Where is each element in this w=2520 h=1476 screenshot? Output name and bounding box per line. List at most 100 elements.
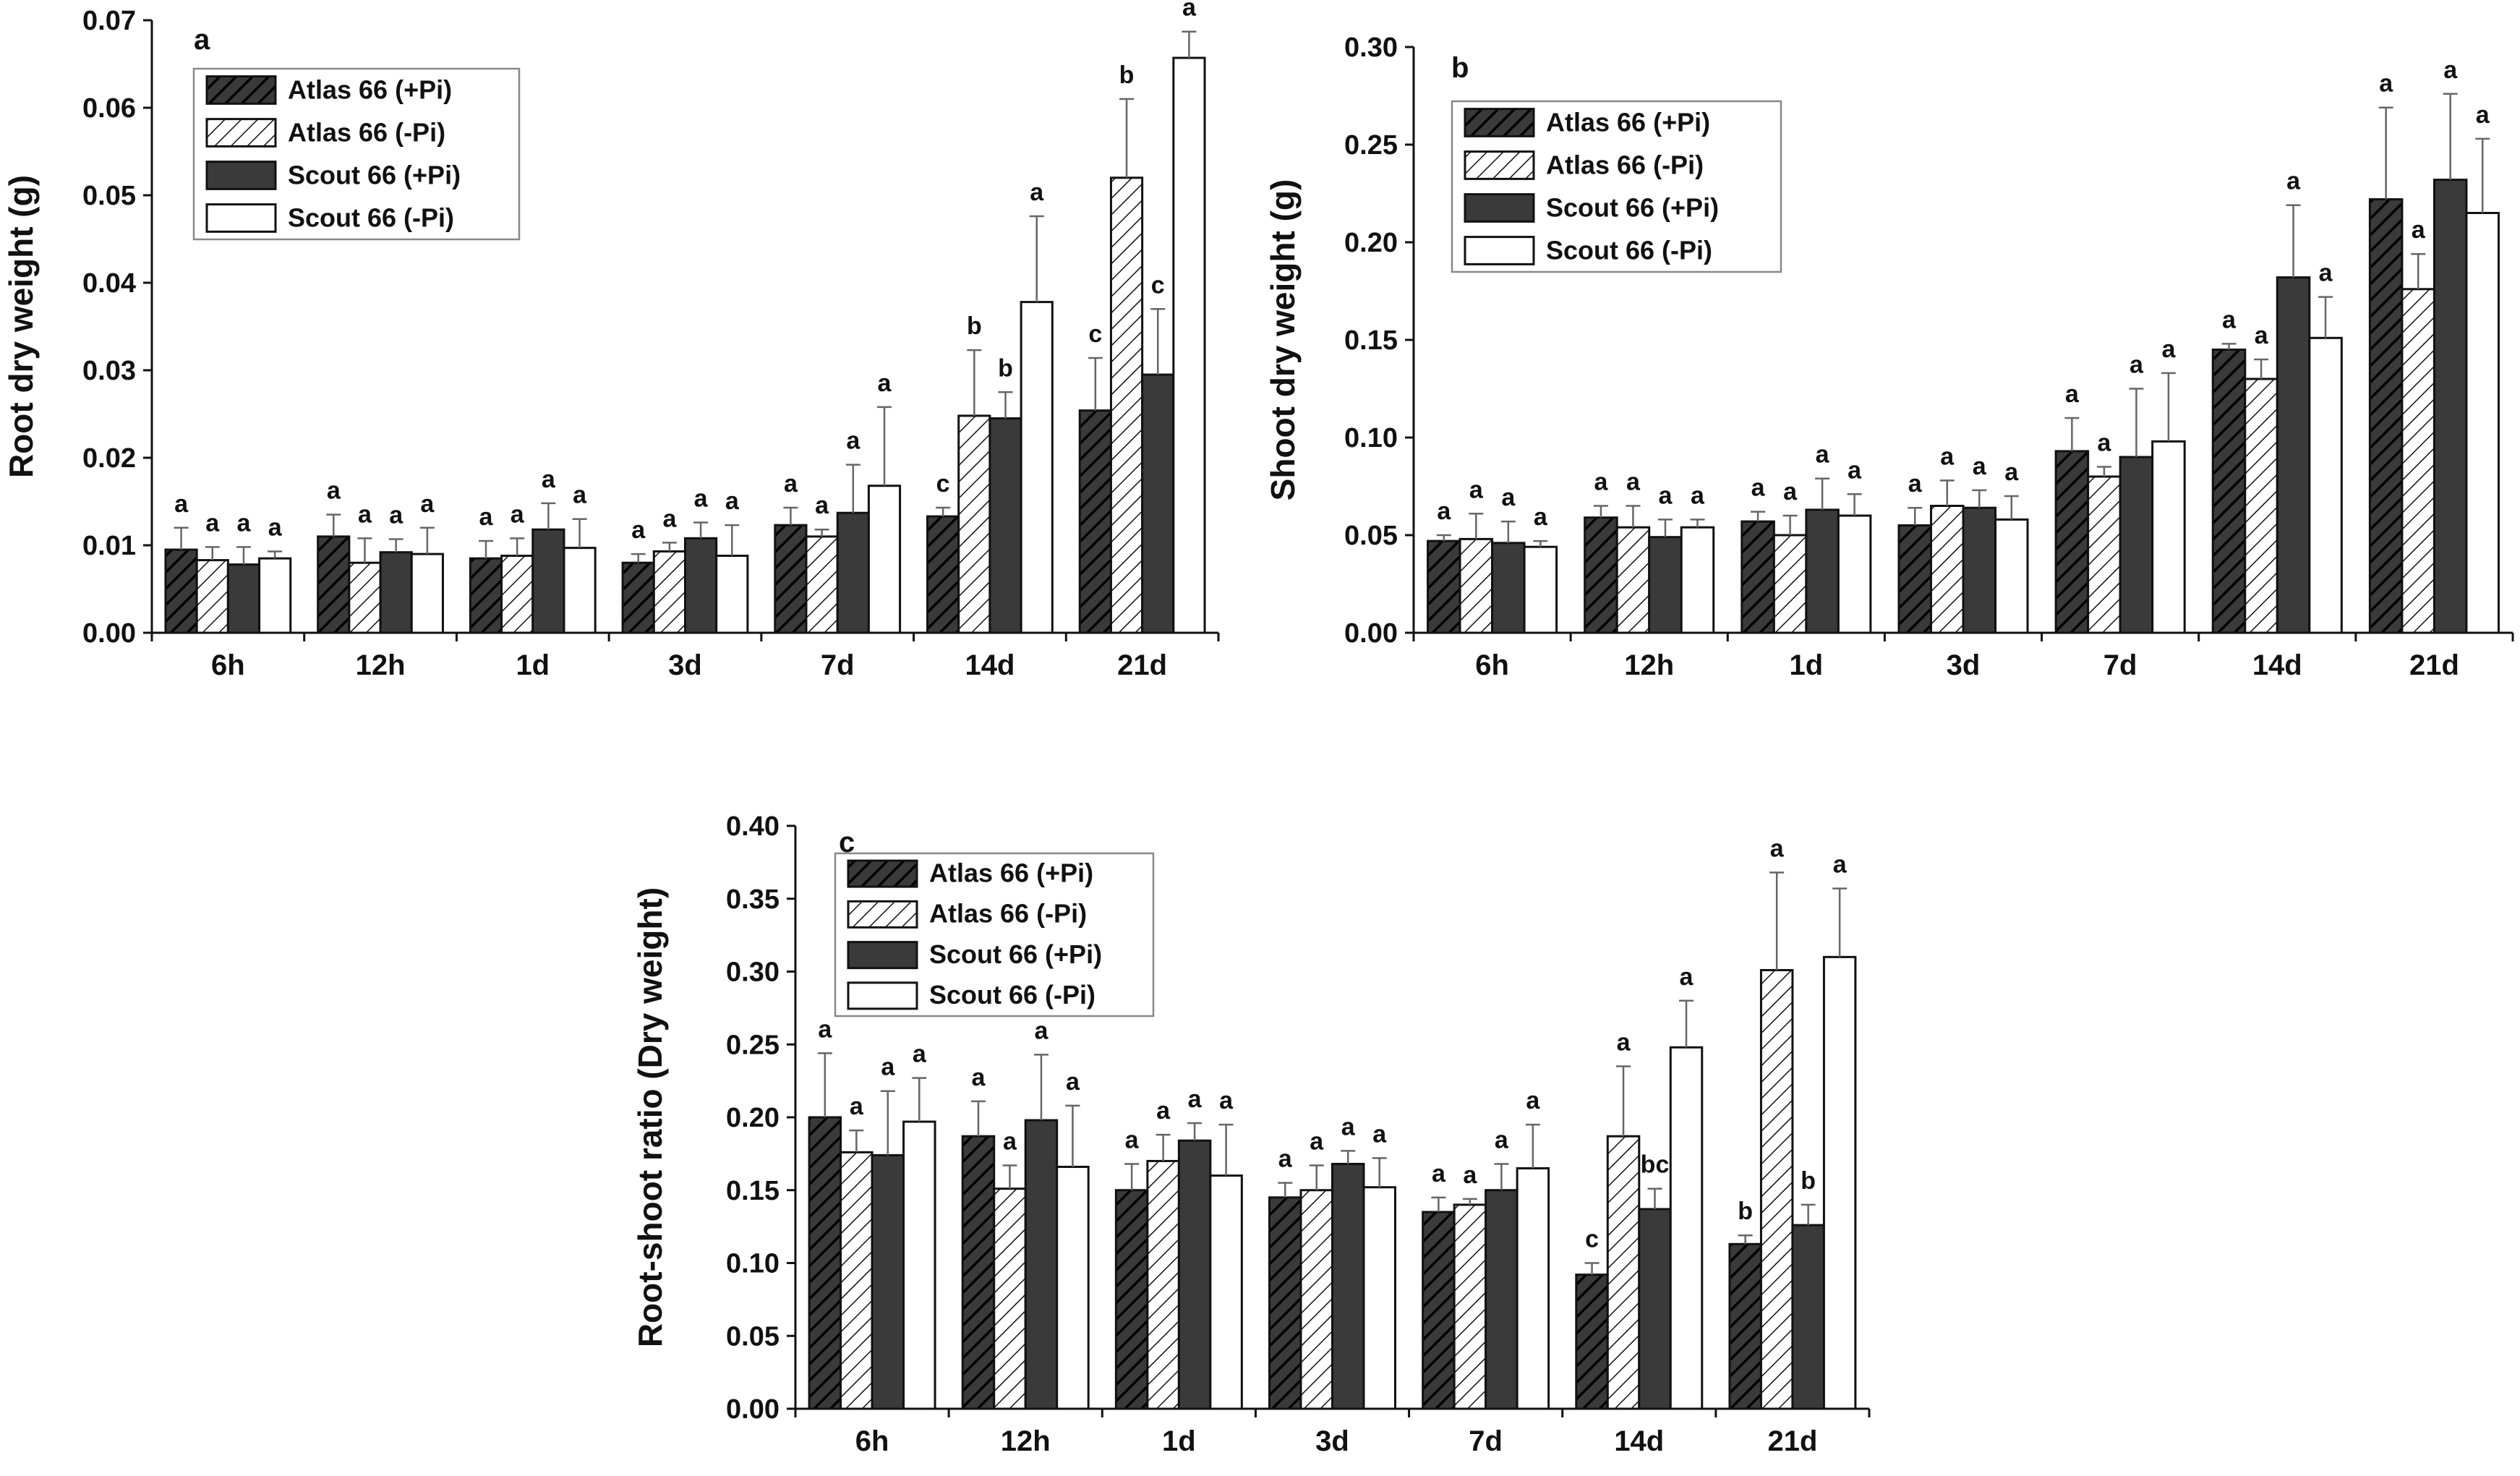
bar-scout-66-pi--3d xyxy=(715,555,749,634)
x-tick-label: 1d xyxy=(1790,649,1824,681)
bar-atlas-66-pi--3d xyxy=(621,561,655,634)
significance-letter: a xyxy=(1469,476,1484,503)
panel-label: b xyxy=(1451,52,1469,84)
y-tick-label: 0.25 xyxy=(1344,130,1398,161)
bar-scout-66-pi--6h xyxy=(226,563,261,634)
significance-letter: c xyxy=(936,470,950,498)
significance-letter: a xyxy=(236,509,251,537)
y-tick-label: 0.10 xyxy=(726,1249,780,1279)
y-tick-label: 0.00 xyxy=(726,1394,780,1425)
y-axis-label: Shoot dry weight (g) xyxy=(1264,179,1302,501)
significance-letter: a xyxy=(268,513,283,541)
bar-atlas-66-pi--12h xyxy=(961,1135,996,1410)
significance-letter: a xyxy=(2130,351,2144,379)
panel-a-root-dry-weight: 0.00 0.01 0.02 0.03 0.04 0.05 0.06 0.07 Root dry… xyxy=(0,0,1262,723)
x-tick-label: 21d xyxy=(2409,649,2459,681)
legend-entry: Scout 66 (+Pi) xyxy=(929,939,1102,969)
significance-letter: a xyxy=(694,485,709,513)
bar-scout-66-pi--14d xyxy=(1020,301,1054,634)
bar-atlas-66-pi--14d xyxy=(2244,377,2278,634)
significance-letter: a xyxy=(1030,179,1044,206)
significance-letter: a xyxy=(1626,469,1641,496)
significance-letter: a xyxy=(784,470,798,498)
x-tick-label: 3d xyxy=(1315,1425,1349,1457)
bar-scout-66-pi--14d xyxy=(2276,276,2311,634)
significance-letter: a xyxy=(1495,1126,1509,1153)
y-axis-label: Root-shoot ratio (Dry weight) xyxy=(631,887,669,1347)
bar-scout-66-pi--1d xyxy=(563,547,597,634)
bar-atlas-66-pi--21d xyxy=(2401,288,2435,634)
bar-atlas-66-pi--3d xyxy=(1268,1196,1302,1410)
significance-letter: a xyxy=(1908,470,1923,498)
y-tick-label: 0.30 xyxy=(1344,33,1398,63)
significance-letter: a xyxy=(1816,441,1830,469)
bar-scout-66-pi--6h xyxy=(871,1153,905,1410)
legend-swatch xyxy=(205,161,277,190)
y-tick-label: 0.03 xyxy=(82,356,136,386)
x-tick-label: 12h xyxy=(1001,1425,1051,1457)
y-tick-label: 0.35 xyxy=(726,884,780,915)
significance-letter: a xyxy=(1659,482,1673,509)
significance-letter: a xyxy=(2443,56,2458,84)
significance-letter: a xyxy=(1156,1097,1171,1125)
significance-letter: a xyxy=(1066,1068,1080,1096)
x-tick-label: 7d xyxy=(2103,649,2137,681)
y-tick-label: 0.30 xyxy=(726,957,780,988)
bar-atlas-66-pi--1d xyxy=(500,555,534,634)
significance-letter: a xyxy=(1341,1113,1356,1140)
significance-letter: a xyxy=(1848,456,1862,484)
significance-letter: a xyxy=(1278,1146,1293,1173)
y-tick-label: 0.07 xyxy=(82,6,136,36)
bar-atlas-66-pi--14d xyxy=(2211,349,2247,634)
bar-atlas-66-pi--21d xyxy=(1078,409,1112,634)
y-tick-label: 0.06 xyxy=(82,93,136,124)
y-tick-label: 0.02 xyxy=(82,443,136,474)
bar-scout-66-pi--12h xyxy=(379,551,413,634)
significance-letter: a xyxy=(358,500,372,528)
x-tick-label: 21d xyxy=(1767,1425,1817,1457)
significance-letter: bc xyxy=(1641,1151,1670,1179)
chart-root-shoot-ratio: 0.00 0.05 0.10 0.15 0.20 0.25 0.30 0.35 0.40 Root… xyxy=(631,811,1871,1457)
bar-scout-66-pi--12h xyxy=(1648,536,1683,634)
panel-c-root-shoot-ratio: 0.00 0.05 0.10 0.15 0.20 0.25 0.30 0.35 0.40 Root… xyxy=(622,781,1895,1472)
bar-atlas-66-pi--6h xyxy=(1427,539,1461,634)
significance-letter: a xyxy=(389,502,403,529)
bar-atlas-66-pi--3d xyxy=(1929,505,1965,634)
x-tick-label: 7d xyxy=(1469,1425,1503,1457)
legend-swatch xyxy=(1464,236,1535,265)
bar-scout-66-pi--21d xyxy=(2465,212,2500,634)
y-tick-label: 0.04 xyxy=(82,268,136,299)
bar-atlas-66-pi--12h xyxy=(993,1187,1027,1410)
panel-b-shoot-dry-weight: 0.00 0.05 0.10 0.15 0.20 0.25 0.30 Shoot dry we… xyxy=(1262,0,2520,723)
legend-entry: Scout 66 (+Pi) xyxy=(288,160,461,189)
legend-swatch xyxy=(847,900,918,929)
significance-letter: a xyxy=(878,370,892,397)
significance-letter: a xyxy=(511,500,525,528)
legend-entry: Scout 66 (-Pi) xyxy=(288,202,454,232)
significance-letter: a xyxy=(2065,380,2080,408)
bar-atlas-66-pi--7d xyxy=(2054,450,2090,634)
significance-letter: a xyxy=(1783,478,1798,505)
significance-letter: a xyxy=(818,1015,832,1043)
significance-letter: a xyxy=(1310,1127,1324,1155)
significance-letter: a xyxy=(2222,306,2237,333)
bar-scout-66-pi--14d xyxy=(1669,1046,1704,1410)
bar-scout-66-pi--12h xyxy=(410,553,444,634)
legend-swatch xyxy=(847,981,918,1010)
legend-entry: Atlas 66 (+Pi) xyxy=(288,74,452,104)
significance-letter: a xyxy=(2319,260,2333,287)
y-tick-label: 0.20 xyxy=(1344,228,1398,258)
y-tick-label: 0.40 xyxy=(726,811,780,842)
legend: Atlas 66 (+Pi) Atlas 66 (-Pi) Scout 66 (+P… xyxy=(834,852,1155,1018)
significance-letter: a xyxy=(2161,336,2176,363)
y-tick-label: 0.05 xyxy=(1344,521,1398,551)
bar-atlas-66-pi--14d xyxy=(957,414,991,634)
bar-scout-66-pi--21d xyxy=(1141,373,1175,634)
significance-letter: a xyxy=(881,1054,895,1081)
bar-scout-66-pi--3d xyxy=(684,537,718,634)
significance-letter: a xyxy=(1833,851,1848,879)
bar-scout-66-pi--7d xyxy=(1485,1189,1519,1410)
significance-letter: a xyxy=(1125,1126,1140,1153)
significance-letter: b xyxy=(998,354,1013,382)
significance-letter: a xyxy=(2476,101,2490,129)
